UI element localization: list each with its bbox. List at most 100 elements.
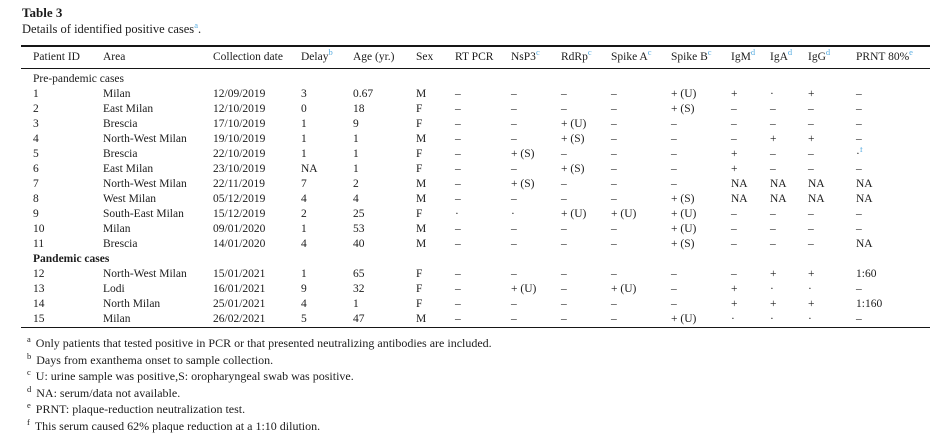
table-cell: M [416, 238, 427, 250]
table-cell: + (U) [511, 283, 537, 295]
table-cell: 1 [301, 148, 307, 160]
table-row: 12 North-West Milan 15/01/2021 1 65 F – – – – – – + +… [21, 267, 930, 282]
table-cell: M [416, 223, 427, 235]
column-footnote-marker: b [328, 47, 333, 58]
footnote-c: c U: urine sample was positive,S: orophar… [27, 368, 930, 385]
table-cell: – [731, 133, 737, 145]
table-cell: + [731, 148, 738, 160]
table-cell: 05/12/2019 [213, 193, 266, 205]
table-cell: 2 [33, 103, 39, 115]
table-cell: – [856, 118, 862, 130]
table-cell: – [511, 193, 517, 205]
table-cell: – [671, 163, 677, 175]
table-cell: 1:160 [856, 298, 883, 310]
table-row: 13 Lodi 16/01/2021 9 32 F – + (U) – + (U) – + · · – [21, 282, 930, 297]
table-cell: · [770, 88, 774, 100]
table-cell: 5 [33, 148, 39, 160]
table-cell: + [770, 133, 777, 145]
table-cell: 40 [353, 238, 365, 250]
table-cell: 10 [33, 223, 45, 235]
table-cell: + (S) [561, 163, 585, 175]
table-cell: + [770, 268, 777, 280]
table-cell: – [455, 103, 461, 115]
table-cell: · [808, 313, 812, 325]
subtitle-footnote-marker: a [194, 19, 198, 30]
table-row: 7 North-West Milan 22/11/2019 7 2 M – + (S) – – – N… [21, 177, 930, 192]
table-cell: – [770, 103, 776, 115]
column-header-age-yr-: Age (yr.) [351, 46, 414, 69]
table-cell: – [856, 88, 862, 100]
table-cell: – [808, 103, 814, 115]
column-footnote-marker: c [535, 47, 540, 58]
table-cell: – [561, 268, 567, 280]
table-cell: – [671, 268, 677, 280]
table-page: Table 3 Details of identified positive c… [21, 5, 930, 435]
column-footnote-marker: d [825, 47, 831, 58]
table-cell: 1 [301, 118, 307, 130]
footnote-marker: b [27, 350, 32, 361]
table-cell: – [611, 178, 617, 190]
table-cell: – [511, 238, 517, 250]
table-cell: 17/10/2019 [213, 118, 266, 130]
table-cell: 9 [353, 118, 359, 130]
table-cell: 25 [353, 208, 365, 220]
footnote-f: f This serum caused 62% plaque reduction … [27, 417, 930, 435]
table-cell: NA [856, 178, 873, 190]
table-cell: F [416, 148, 423, 160]
table-cell: 47 [353, 313, 365, 325]
table-cell: – [455, 178, 461, 190]
footnote-marker: d [27, 383, 32, 394]
table-cell: 4 [33, 133, 39, 145]
table-cell: East Milan [103, 163, 154, 175]
table-cell: – [455, 193, 461, 205]
table-cell: North-West Milan [103, 178, 187, 190]
table-cell: · [511, 208, 515, 220]
table-cell: – [671, 178, 677, 190]
table-cell: + [731, 163, 738, 175]
table-cell: 12/09/2019 [213, 88, 266, 100]
column-header-collection-date: Collection date [211, 46, 299, 69]
table-cell: + (U) [671, 88, 697, 100]
table-cell: Brescia [103, 148, 138, 160]
column-footnote-marker: c [707, 47, 712, 58]
column-header-nsp3: NsP3c [509, 46, 559, 69]
table-cell: · [731, 313, 735, 325]
table-cell: M [416, 193, 427, 205]
column-header-igg: IgGd [806, 46, 854, 69]
table-cell: – [455, 283, 461, 295]
table-cell: – [856, 133, 862, 145]
table-cell: + (U) [611, 283, 637, 295]
table-cell: 4 [301, 193, 307, 205]
column-header-sex: Sex [414, 46, 453, 69]
table-cell: ·f [854, 147, 930, 162]
table-cell: – [511, 118, 517, 130]
table-cell: 25/01/2021 [213, 298, 266, 310]
table-cell: – [511, 298, 517, 310]
table-row: 9 South-East Milan 15/12/2019 2 25 F · · + (U) + … [21, 207, 930, 222]
table-cell: Milan [103, 313, 131, 325]
table-cell: – [611, 223, 617, 235]
table-cell: – [455, 88, 461, 100]
table-cell: · [770, 313, 774, 325]
table-cell: 2 [301, 208, 307, 220]
table-cell: – [561, 283, 567, 295]
table-cell: – [611, 103, 617, 115]
table-row: 5 Brescia 22/10/2019 1 1 F – + (S) – – – + – – ·f [21, 147, 930, 162]
table-cell: 18 [353, 103, 365, 115]
table-cell: M [416, 178, 427, 190]
table-cell: – [671, 283, 677, 295]
table-cell: 1 [301, 223, 307, 235]
column-header-igm: IgMd [729, 46, 768, 69]
table-cell: – [561, 148, 567, 160]
table-cell: NA [856, 238, 873, 250]
table-cell: – [770, 238, 776, 250]
table-cell: 9 [33, 208, 39, 220]
table-cell: 1 [353, 163, 359, 175]
table-cell: 09/01/2020 [213, 223, 266, 235]
table-cell: East Milan [103, 103, 154, 115]
table-row: 11 Brescia 14/01/2020 4 40 M – – – – + (S) – – – NA [21, 237, 930, 252]
table-cell: – [731, 103, 737, 115]
table-cell: – [611, 133, 617, 145]
table-cell: – [770, 148, 776, 160]
table-row: 4 North-West Milan 19/10/2019 1 1 M – – + (S) – – –… [21, 132, 930, 147]
